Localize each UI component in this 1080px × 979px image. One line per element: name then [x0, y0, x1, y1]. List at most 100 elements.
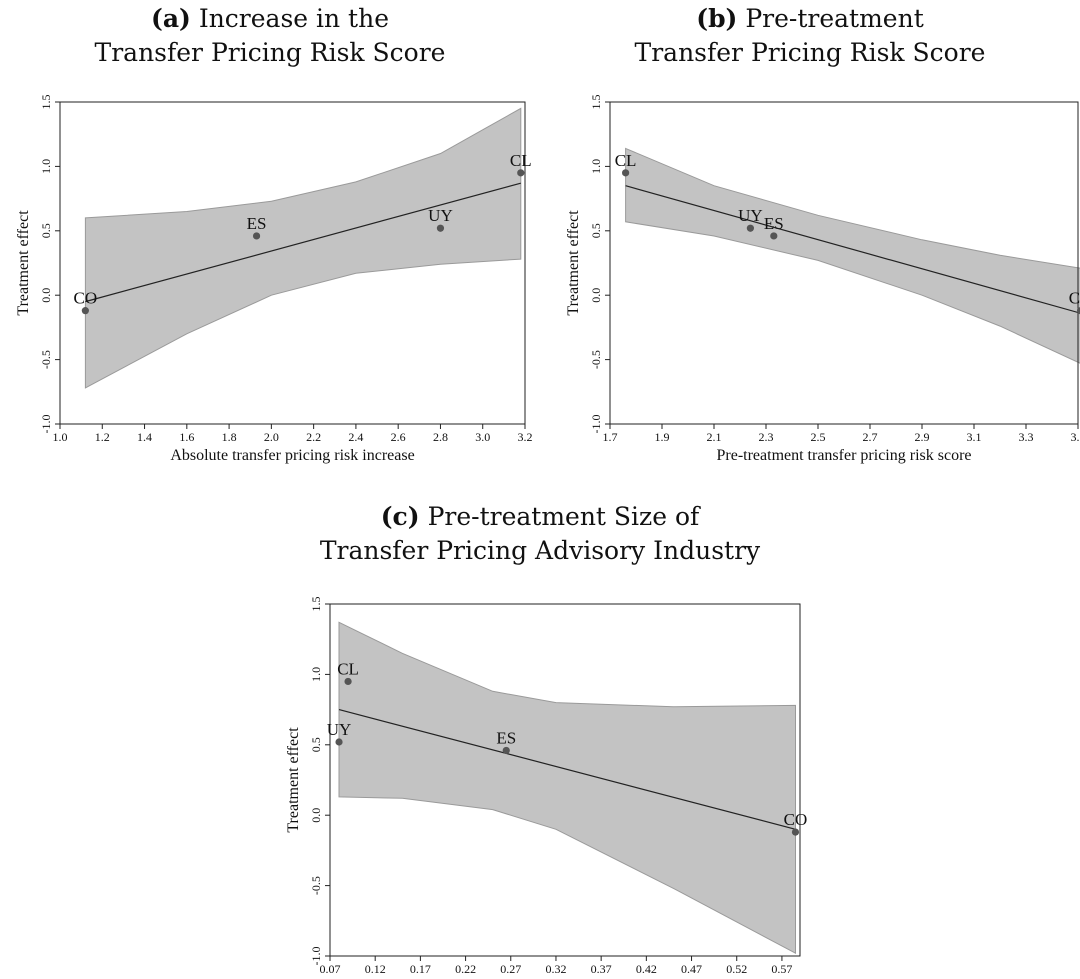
panel-b-title-line2: Transfer Pricing Risk Score [634, 38, 986, 67]
point-label: CL [615, 151, 637, 170]
panel-b-title: (b) Pre-treatment Transfer Pricing Risk … [540, 2, 1080, 70]
point-label: UY [738, 206, 763, 225]
x-tick-label: 2.6 [391, 430, 406, 444]
x-tick-label: 0.42 [636, 962, 657, 976]
x-tick-label: 1.9 [655, 430, 670, 444]
confidence-band [84, 107, 522, 389]
point-label: CO [784, 810, 808, 829]
data-point [1077, 307, 1080, 315]
x-tick-label: 3.3 [1019, 430, 1034, 444]
data-point [746, 224, 754, 232]
y-axis-label: Treatment effect [565, 210, 582, 316]
x-axis-label: Pre-treatment transfer pricing risk scor… [716, 447, 971, 464]
y-tick-label: -1.0 [309, 947, 323, 966]
point-label: ES [496, 728, 516, 747]
x-tick-label: 0.37 [591, 962, 612, 976]
confidence-band [338, 621, 796, 955]
x-tick-label: 3.0 [475, 430, 490, 444]
data-point [502, 746, 510, 755]
y-tick-label: -1.0 [589, 415, 603, 434]
x-tick-label: 0.47 [681, 962, 702, 976]
data-point [252, 232, 261, 240]
x-tick-label: 2.3 [759, 430, 774, 444]
x-tick-label: 0.32 [545, 962, 566, 976]
data-point [622, 169, 630, 177]
panel-a-title-line2: Transfer Pricing Risk Score [94, 38, 446, 67]
panel-a-title: (a) Increase in the Transfer Pricing Ris… [0, 2, 540, 70]
data-point [344, 677, 352, 686]
y-tick-label: 1.5 [39, 95, 53, 110]
panel-c-title-line1: Pre-treatment Size of [427, 502, 700, 531]
y-tick-label: -0.5 [589, 350, 603, 369]
panel-c-letter: (c) [380, 502, 420, 531]
x-tick-label: 2.9 [915, 430, 930, 444]
point-label: UY [428, 206, 453, 225]
plot-frame [329, 603, 801, 957]
x-tick-label: 1.7 [603, 430, 618, 444]
x-tick-label: 2.0 [264, 430, 279, 444]
x-tick-label: 3.5 [1071, 430, 1080, 444]
fit-line [625, 185, 1080, 314]
x-tick-label: 2.1 [707, 430, 722, 444]
y-axis-label: Treatment effect [285, 727, 302, 833]
y-tick-label: 1.0 [589, 159, 603, 174]
plot-frame [59, 101, 526, 425]
x-tick-label: 0.52 [726, 962, 747, 976]
panel-b-letter: (b) [696, 4, 738, 33]
data-point [517, 169, 525, 177]
panel-c-title-line2: Transfer Pricing Advisory Industry [319, 536, 761, 565]
point-label: CL [337, 659, 359, 678]
panel-c-title: (c) Pre-treatment Size of Transfer Prici… [0, 500, 1080, 568]
x-axis-label: Absolute transfer pricing risk increase [170, 447, 414, 464]
x-tick-label: 1.8 [222, 430, 237, 444]
data-point [436, 224, 445, 232]
y-tick-label: 0.0 [309, 808, 323, 823]
y-tick-label: 1.0 [309, 667, 323, 682]
plot-frame [609, 101, 1079, 425]
x-tick-label: 2.5 [811, 430, 826, 444]
x-tick-label: 0.27 [500, 962, 521, 976]
x-tick-label: 1.6 [179, 430, 194, 444]
fit-line [338, 709, 796, 830]
data-point [335, 738, 343, 746]
fit-line [85, 182, 521, 303]
x-tick-label: 1.4 [137, 430, 152, 444]
y-tick-label: 1.5 [309, 597, 323, 612]
chart-b: 1.7 1.9 2.1 2.3 2.5 2.7 2.9 3.1 3.3 3.5 -1.0 -0.5 0.… [565, 95, 1080, 464]
y-tick-label: -0.5 [309, 876, 323, 895]
y-tick-label: 0.5 [39, 223, 53, 238]
point-label: ES [764, 214, 784, 233]
point-label: CO [74, 289, 98, 308]
x-tick-label: 0.57 [771, 962, 792, 976]
chart-a: 1.0 1.2 1.4 1.6 1.8 2.0 2.2 2.4 2.6 2.8 3.0 3.2 -1.0… [15, 95, 533, 465]
y-tick-label: -0.5 [39, 350, 53, 369]
x-tick-label: 2.8 [433, 430, 448, 444]
panel-a-letter: (a) [151, 4, 191, 33]
x-tick-label: 3.1 [967, 430, 982, 444]
x-tick-label: 0.22 [455, 962, 476, 976]
x-tick-label: 0.07 [320, 962, 341, 976]
y-tick-label: -1.0 [39, 415, 53, 434]
y-tick-label: 1.5 [589, 95, 603, 110]
y-tick-label: 1.0 [39, 159, 53, 174]
y-tick-label: 0.0 [589, 288, 603, 303]
panel-a-title-line1: Increase in the [198, 4, 389, 33]
y-tick-label: 0.5 [589, 223, 603, 238]
x-tick-label: 2.2 [306, 430, 321, 444]
point-label: CL [510, 151, 532, 170]
x-tick-label: 3.2 [518, 430, 533, 444]
data-point [770, 232, 778, 240]
y-axis-label: Treatment effect [15, 210, 32, 316]
x-tick-label: 0.17 [410, 962, 431, 976]
data-point [791, 828, 800, 836]
data-point [81, 307, 89, 315]
x-tick-label: 0.12 [365, 962, 386, 976]
x-tick-label: 1.2 [95, 430, 110, 444]
point-label: UY [327, 720, 352, 739]
x-tick-label: 2.4 [348, 430, 363, 444]
panel-b-title-line1: Pre-treatment [745, 4, 924, 33]
y-tick-label: 0.0 [39, 288, 53, 303]
confidence-band [625, 147, 1080, 364]
y-tick-label: 0.5 [309, 737, 323, 752]
